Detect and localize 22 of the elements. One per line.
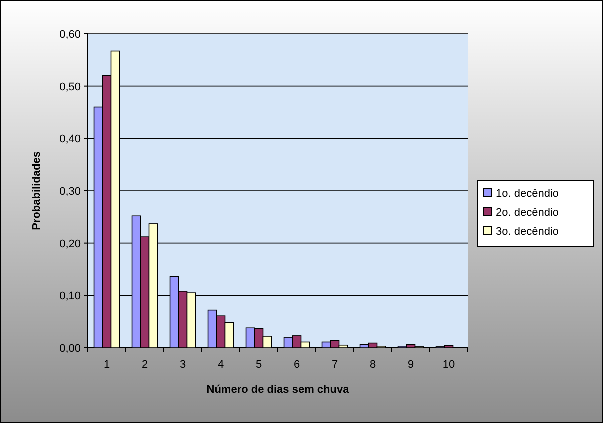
y-tick-label: 0,00 [60,343,81,355]
x-tick-label: 2 [142,359,148,371]
y-tick-label: 0,60 [60,29,81,41]
legend-label: 2o. decêndio [496,207,559,219]
y-tick-label: 0,20 [60,238,81,250]
y-tick-label: 0,40 [60,134,81,146]
x-tick-label: 9 [408,359,414,371]
y-tick-label: 0,10 [60,290,81,303]
x-tick-label: 4 [218,359,224,371]
y-axis-title: Probabilidades [31,152,43,230]
x-tick-label: 10 [442,359,456,371]
legend-label: 3o. decêndio [496,226,559,238]
x-tick-label: 3 [180,359,186,371]
x-tick-label: 7 [332,359,338,371]
x-tick-label: 5 [256,359,262,371]
x-tick-label: 6 [294,359,300,371]
x-axis-title: Número de dias sem chuva [206,384,350,396]
y-tick-label: 0,30 [60,186,81,198]
legend-label: 1o. decêndio [496,188,559,200]
x-tick-label: 1 [104,359,110,371]
x-tick-label: 8 [370,359,376,371]
y-tick-label: 0,50 [60,81,81,94]
